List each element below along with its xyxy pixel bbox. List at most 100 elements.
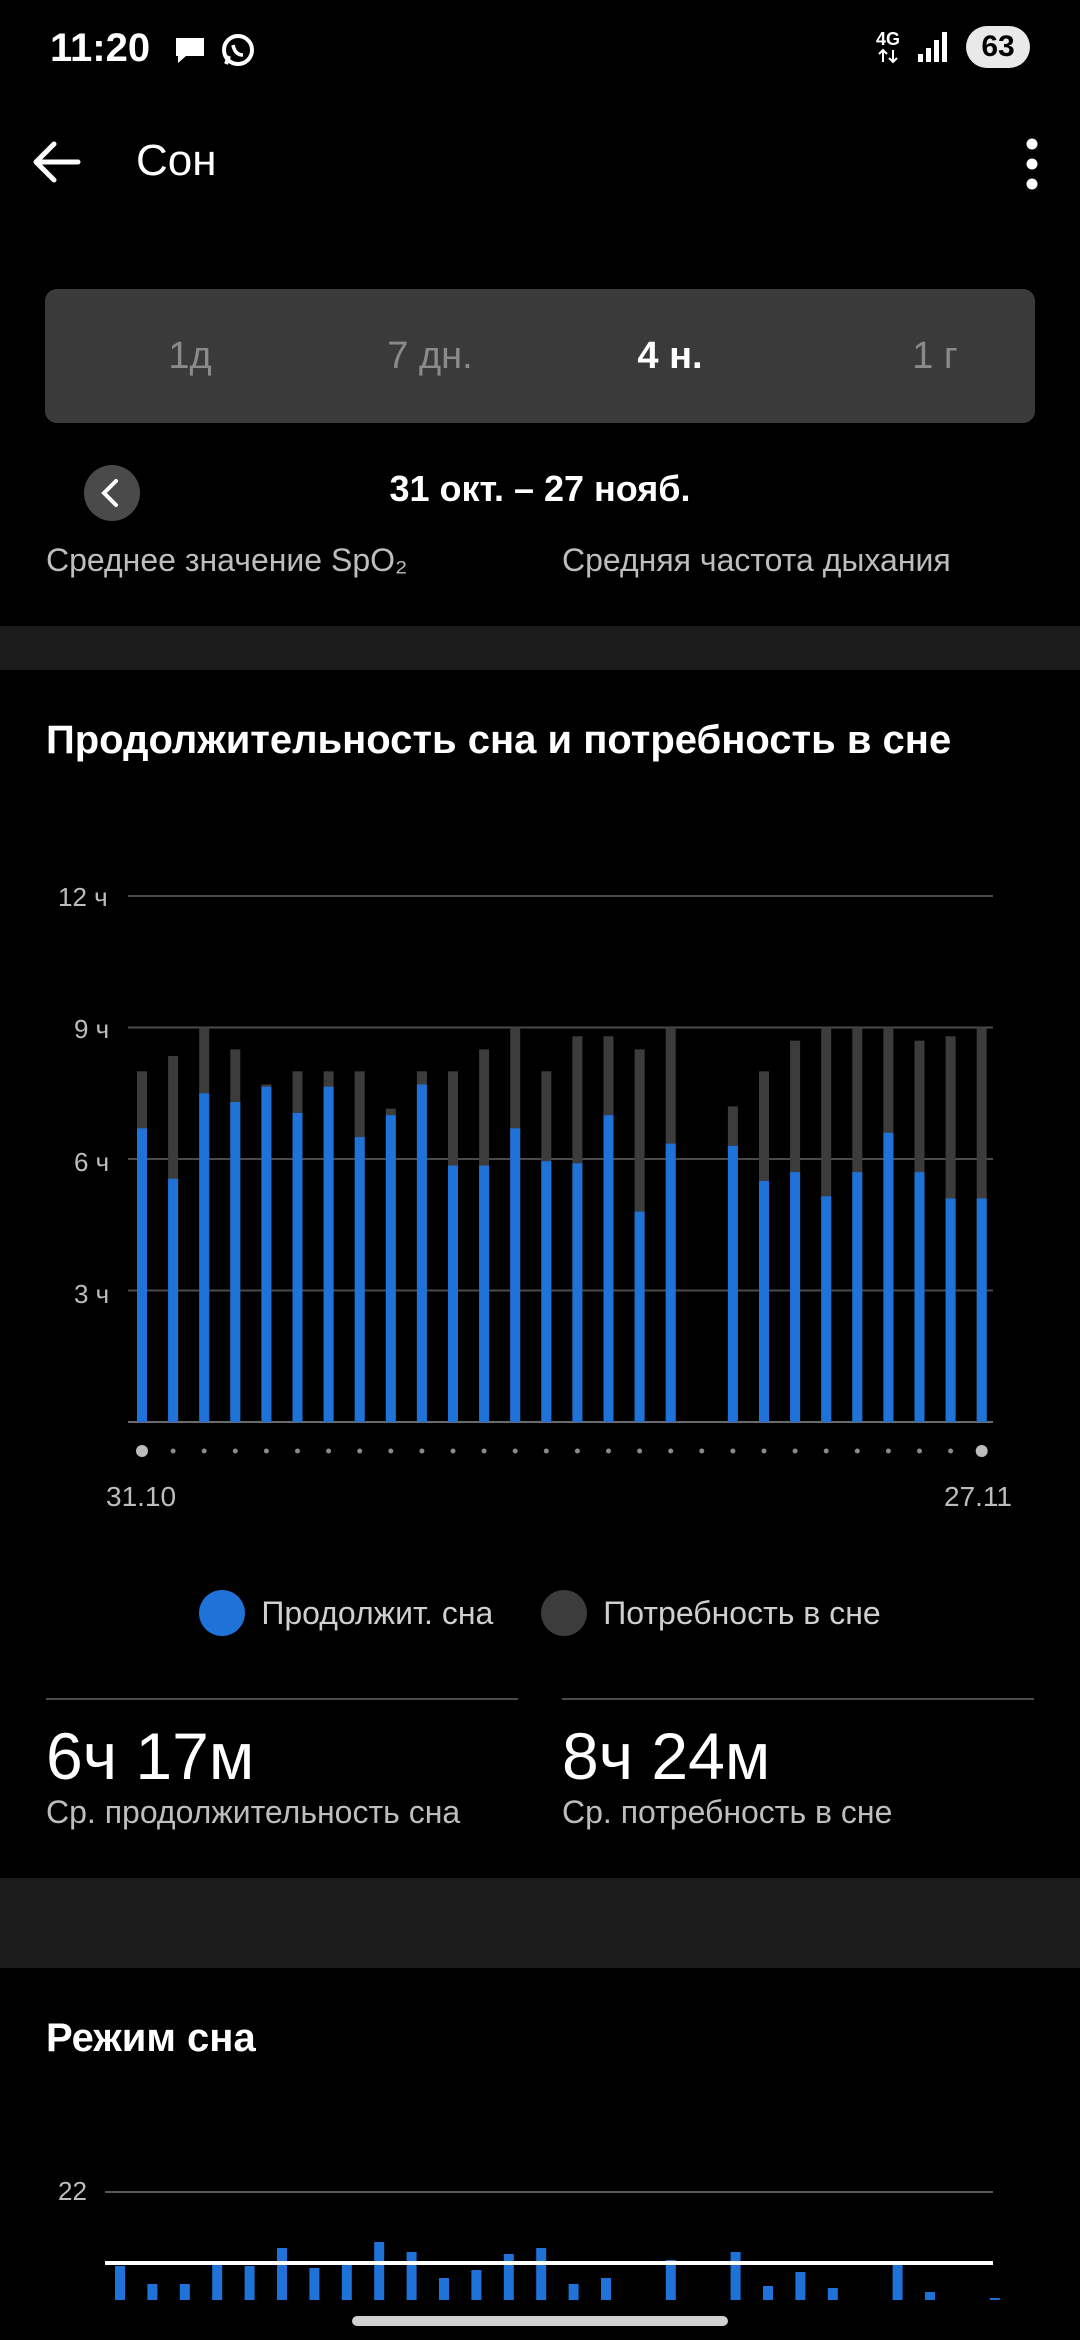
section-divider — [0, 1878, 1080, 1968]
day-marker — [170, 1448, 176, 1454]
day-marker — [792, 1448, 798, 1454]
schedule-bar — [989, 2298, 1000, 2300]
day-marker — [885, 1448, 891, 1454]
notification-icons — [172, 32, 256, 68]
duration-bar — [479, 1165, 490, 1422]
day-marker — [263, 1448, 269, 1454]
tab-1-day[interactable]: 1д — [168, 335, 212, 377]
y-tick-label: 3 ч — [74, 1279, 109, 1309]
schedule-bar — [439, 2278, 449, 2300]
day-marker — [326, 1448, 332, 1454]
signal-icon — [918, 32, 947, 62]
day-marker — [854, 1448, 860, 1454]
duration-bar — [665, 1143, 676, 1422]
schedule-bar — [601, 2278, 611, 2300]
legend-dot-duration — [199, 1590, 246, 1636]
duration-bar — [137, 1128, 147, 1422]
day-marker — [948, 1448, 954, 1454]
schedule-bar — [536, 2248, 547, 2300]
home-indicator[interactable] — [352, 2316, 728, 2326]
duration-bar — [199, 1093, 210, 1422]
day-marker — [450, 1448, 456, 1454]
stat-divider — [46, 1698, 518, 1700]
sleep-schedule-title: Режим сна — [46, 2016, 256, 2060]
schedule-bar — [115, 2266, 125, 2300]
day-marker — [543, 1448, 549, 1454]
schedule-bar — [795, 2272, 806, 2300]
avg-duration-value: 6ч 17м — [46, 1719, 255, 1793]
day-marker — [574, 1448, 580, 1454]
schedule-bar — [892, 2264, 903, 2300]
day-marker — [419, 1448, 425, 1454]
sleep-duration-title: Продолжительность сна и потребность в сн… — [46, 718, 952, 762]
y-tick-label: 22 — [58, 2176, 87, 2206]
arrow-left-icon[interactable] — [26, 132, 86, 192]
x-start-label: 31.10 — [106, 1481, 176, 1512]
breathing-rate-label: Средняя частота дыхания — [562, 542, 951, 578]
schedule-bar — [568, 2284, 579, 2300]
y-tick-label: 12 ч — [58, 882, 108, 912]
day-marker — [975, 1445, 988, 1457]
network-type: 4G — [875, 29, 900, 49]
schedule-bar — [341, 2262, 352, 2300]
day-marker — [388, 1448, 394, 1454]
duration-bar — [168, 1178, 179, 1422]
day-marker — [232, 1448, 238, 1454]
legend-item-duration[interactable]: Продолжит. сна — [199, 1590, 493, 1636]
legend-item-need[interactable]: Потребность в сне — [541, 1590, 881, 1636]
sleep-duration-chart: 12 ч 9 ч 6 ч 3 ч 31.10 27.11 — [58, 882, 1012, 1512]
previous-period-button[interactable] — [84, 465, 140, 521]
duration-bar — [634, 1211, 645, 1422]
network-indicator: 4G — [876, 30, 900, 64]
day-marker — [481, 1448, 487, 1454]
duration-bar — [230, 1102, 241, 1422]
tab-1-year[interactable]: 1 г — [912, 335, 958, 377]
x-end-label: 27.11 — [944, 1481, 1012, 1512]
duration-bar — [572, 1163, 583, 1422]
day-marker — [136, 1445, 148, 1457]
day-marker — [606, 1448, 611, 1454]
day-marker — [761, 1448, 767, 1454]
schedule-bar — [277, 2248, 287, 2300]
duration-bar — [914, 1172, 925, 1422]
duration-bar — [416, 1084, 427, 1422]
schedule-bar — [374, 2242, 385, 2300]
duration-bar — [790, 1172, 801, 1422]
day-marker — [699, 1448, 705, 1454]
duration-bar — [945, 1198, 956, 1422]
legend-dot-need — [541, 1590, 588, 1636]
day-marker — [823, 1448, 829, 1454]
battery-indicator: 63 — [966, 26, 1030, 68]
schedule-bar — [212, 2264, 223, 2300]
chart-legend: Продолжит. сна Потребность в сне — [0, 1590, 1080, 1636]
page-title: Сон — [136, 136, 217, 185]
duration-bar — [323, 1086, 334, 1422]
tab-7-days[interactable]: 7 дн. — [387, 335, 473, 377]
message-icon — [176, 38, 204, 63]
more-vert-icon[interactable] — [1012, 136, 1052, 192]
schedule-bar — [309, 2268, 320, 2300]
legend-label-duration: Продолжит. сна — [261, 1594, 494, 1631]
duration-bar — [354, 1137, 365, 1422]
duration-bar — [852, 1172, 863, 1422]
duration-bar — [261, 1086, 272, 1422]
y-tick-label: 6 ч — [74, 1147, 109, 1177]
duration-bar — [883, 1132, 894, 1422]
y-tick-label: 9 ч — [74, 1014, 109, 1044]
schedule-bar — [406, 2252, 417, 2300]
schedule-bar — [665, 2260, 676, 2300]
day-marker — [512, 1448, 518, 1454]
schedule-bar — [471, 2270, 482, 2300]
metrics-partial-row: Среднее значение SpO₂ Средняя частота ды… — [0, 538, 1080, 580]
day-marker — [668, 1448, 674, 1454]
duration-bar — [385, 1115, 396, 1422]
avg-duration-label: Ср. продолжительность сна — [46, 1794, 461, 1830]
schedule-bar — [244, 2266, 255, 2300]
schedule-bar — [179, 2284, 190, 2300]
status-time: 11:20 — [50, 26, 151, 70]
schedule-bar — [763, 2286, 773, 2300]
day-marker — [637, 1448, 643, 1454]
data-arrows-icon — [878, 48, 898, 64]
day-marker — [730, 1448, 736, 1454]
tab-4-weeks[interactable]: 4 н. — [637, 335, 703, 377]
